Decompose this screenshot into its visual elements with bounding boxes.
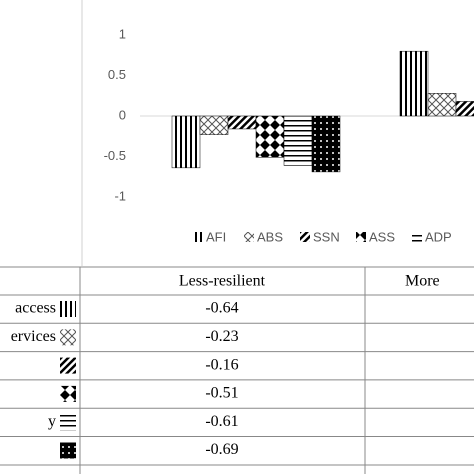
bar	[283, 115, 313, 166]
legend-swatch	[300, 232, 310, 242]
table-row-label: ervices	[11, 328, 56, 345]
table-value: -0.61	[205, 413, 238, 430]
legend-label: ASS	[369, 229, 395, 244]
legend-label: AFI	[206, 229, 226, 244]
table-value: -0.64	[205, 300, 238, 317]
legend-swatch	[356, 232, 366, 242]
table-swatch	[60, 442, 76, 459]
y-tick-label: 1	[119, 26, 126, 41]
bar	[171, 115, 201, 169]
table-swatch	[60, 385, 76, 402]
bar	[311, 115, 341, 173]
y-tick-label: -1	[114, 188, 126, 203]
legend-swatch	[412, 232, 422, 242]
y-tick-label: 0.5	[108, 67, 126, 82]
table-row-label: y	[48, 413, 56, 430]
bar	[455, 101, 474, 117]
bar	[227, 115, 257, 130]
legend-label: ABS	[257, 229, 283, 244]
table-swatch	[60, 301, 76, 317]
legend-swatch	[193, 232, 203, 242]
legend-swatch	[244, 232, 254, 242]
legend-label: ADP	[425, 229, 452, 244]
legend-label: SSN	[313, 229, 340, 244]
bar	[427, 93, 457, 117]
table-header: More	[405, 273, 440, 290]
bar	[199, 115, 229, 135]
table-row-label: access	[15, 300, 56, 317]
table-swatch	[60, 357, 76, 374]
table-swatch	[60, 329, 76, 346]
table-swatch	[60, 414, 76, 431]
y-tick-label: -0.5	[104, 148, 126, 163]
table-header: Less-resilient	[179, 273, 266, 290]
table-value: -0.23	[205, 328, 238, 345]
bar	[399, 50, 429, 117]
bar	[255, 115, 285, 158]
table-value: -0.69	[205, 441, 238, 458]
table-value: -0.16	[205, 356, 238, 373]
table-value: -0.51	[205, 385, 238, 402]
y-tick-label: 0	[119, 107, 126, 122]
